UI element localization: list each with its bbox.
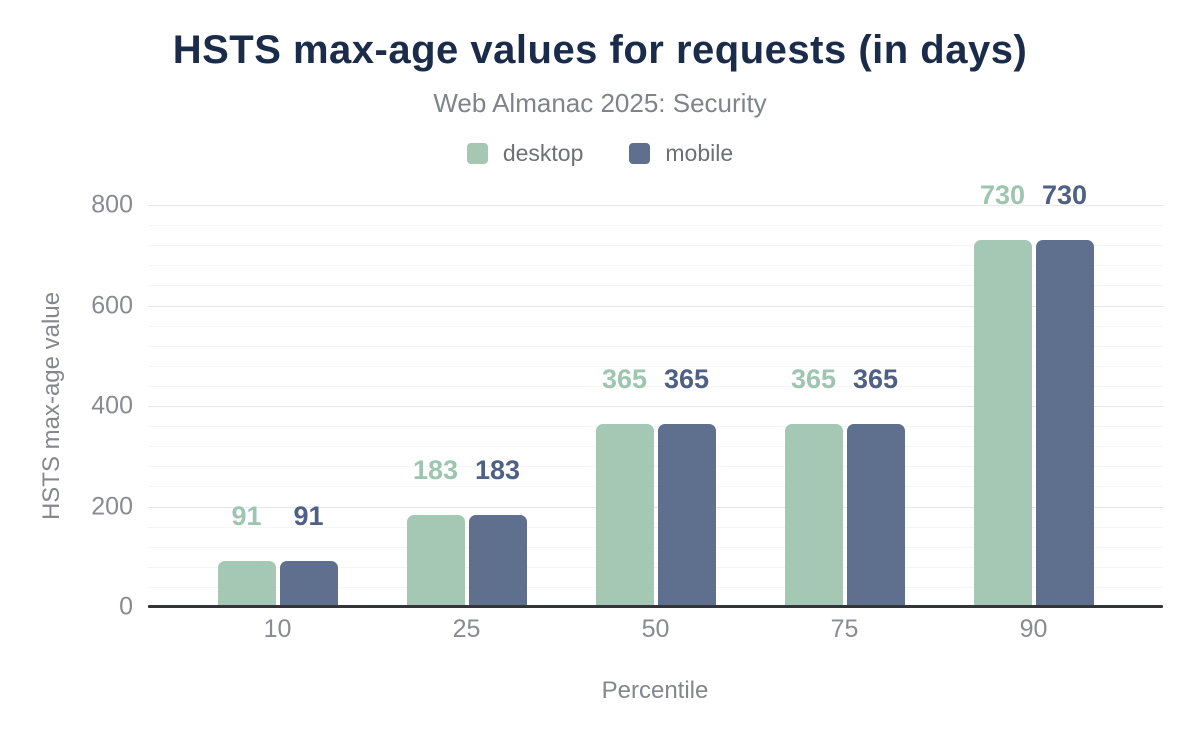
- value-label-desktop-p75: 365: [790, 363, 837, 394]
- legend-label-mobile: mobile: [665, 140, 734, 166]
- x-axis-line: [148, 605, 1163, 608]
- bar-desktop-p25[interactable]: [406, 515, 465, 607]
- mobile-series-swatch: [629, 143, 651, 164]
- gridline-minor: [148, 466, 1163, 468]
- value-label-desktop-p90: 730: [979, 180, 1026, 211]
- bar-desktop-p75[interactable]: [784, 423, 843, 607]
- gridline-minor: [148, 586, 1163, 588]
- y-axis-labels: 0 200 400 600 800: [0, 192, 138, 619]
- value-label-mobile-p75: 365: [852, 363, 899, 394]
- x-tick-label: 25: [452, 615, 481, 643]
- x-tick-label: 10: [263, 615, 292, 643]
- legend-item-desktop[interactable]: desktop: [466, 140, 584, 167]
- x-axis-labels: 10 25 50 75 90: [148, 617, 1163, 647]
- gridline-minor: [148, 265, 1163, 267]
- legend-label-desktop: desktop: [502, 140, 584, 166]
- gridline-minor: [148, 546, 1163, 548]
- y-tick-label: 800: [91, 190, 133, 219]
- x-tick-label: 50: [641, 615, 670, 643]
- value-label-mobile-p10: 91: [293, 501, 324, 532]
- gridline-minor: [148, 385, 1163, 387]
- gridline-minor: [148, 486, 1163, 488]
- desktop-series-swatch: [466, 143, 488, 164]
- gridline-minor: [148, 526, 1163, 528]
- value-label-desktop-p25: 183: [412, 455, 459, 486]
- bar-desktop-p90[interactable]: [973, 240, 1032, 607]
- value-label-desktop-p50: 365: [601, 363, 648, 394]
- gridline-minor: [148, 225, 1163, 227]
- gridline-major: [148, 506, 1163, 508]
- gridline-major: [148, 305, 1163, 307]
- legend-item-mobile[interactable]: mobile: [629, 140, 733, 167]
- value-label-mobile-p90: 730: [1041, 180, 1088, 211]
- gridline-minor: [148, 446, 1163, 448]
- gridline-minor: [148, 426, 1163, 428]
- y-tick-label: 0: [119, 592, 133, 621]
- bar-mobile-p75[interactable]: [846, 423, 905, 607]
- plot-area: 91 91 183 183 365 365 365 365 730 730: [148, 182, 1163, 608]
- gridline-major: [148, 205, 1163, 206]
- bar-desktop-p10[interactable]: [217, 561, 276, 607]
- x-tick-label: 90: [1019, 615, 1048, 643]
- gridline-minor: [148, 345, 1163, 347]
- bar-desktop-p50[interactable]: [595, 423, 654, 607]
- x-tick-label: 75: [830, 615, 859, 643]
- value-label-mobile-p25: 183: [474, 455, 521, 486]
- gridline-minor: [148, 566, 1163, 568]
- chart-subtitle: Web Almanac 2025: Security: [433, 88, 767, 118]
- legend: desktop mobile: [0, 140, 1200, 167]
- gridline-minor: [148, 245, 1163, 247]
- value-label-mobile-p50: 365: [663, 363, 710, 394]
- gridline-minor: [148, 365, 1163, 367]
- bar-mobile-p10[interactable]: [279, 561, 338, 607]
- gridline-minor: [148, 285, 1163, 287]
- value-label-desktop-p10: 91: [231, 501, 262, 532]
- x-axis-title: Percentile: [601, 677, 709, 704]
- y-tick-label: 200: [91, 492, 133, 520]
- bar-mobile-p25[interactable]: [468, 515, 527, 607]
- gridline-minor: [148, 325, 1163, 327]
- chart-title: HSTS max-age values for requests (in day…: [172, 28, 1028, 72]
- bar-mobile-p90[interactable]: [1035, 240, 1094, 607]
- y-tick-label: 600: [91, 291, 133, 319]
- bar-mobile-p50[interactable]: [657, 423, 716, 607]
- gridline-major: [148, 406, 1163, 407]
- y-tick-label: 400: [91, 391, 133, 420]
